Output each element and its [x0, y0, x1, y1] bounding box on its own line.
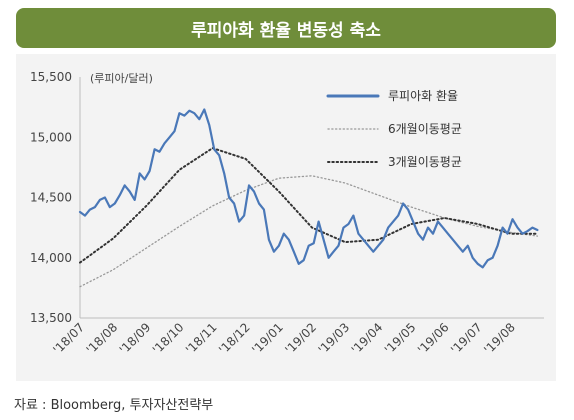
- series-line-1: [79, 175, 539, 288]
- chart-panel: 13,500 14,000 14,500 15,000 15,500 (루피아/달러) '1…: [16, 54, 556, 381]
- x-tick-label: '19/02: [282, 320, 319, 357]
- y-tick-label: 15,500: [30, 70, 72, 84]
- x-tick-label: '18/11: [183, 320, 220, 357]
- chart-title-banner: 루피아화 환율 변동성 축소: [16, 8, 556, 48]
- legend-label: 루피아화 환율: [388, 89, 458, 103]
- x-tick-label: '19/08: [481, 320, 518, 357]
- legend-label: 3개월이동평균: [388, 155, 462, 169]
- y-tick-label: 14,000: [30, 251, 72, 265]
- x-tick-label: '19/04: [349, 320, 386, 357]
- x-tick-label: '19/03: [316, 320, 353, 357]
- x-tick-label: '19/07: [448, 320, 485, 357]
- x-tick-label: '18/10: [150, 320, 187, 357]
- y-tick-label: 15,000: [30, 130, 72, 144]
- y-tick-label: 14,500: [30, 191, 72, 205]
- x-tick-label: '18/07: [50, 320, 87, 357]
- x-tick-label: '19/01: [249, 320, 286, 357]
- x-tick-label: '18/08: [84, 320, 121, 357]
- y-tick-label: 13,500: [30, 311, 72, 325]
- line-chart: 13,500 14,000 14,500 15,000 15,500 (루피아/달러) '1…: [30, 70, 544, 357]
- series-line-2: [79, 147, 539, 264]
- x-tick-label: '18/09: [117, 320, 154, 357]
- x-tick-label: '18/12: [216, 320, 253, 357]
- y-axis-label: (루피아/달러): [90, 72, 153, 85]
- x-tick-label: '19/05: [382, 320, 419, 357]
- legend-label: 6개월이동평균: [388, 122, 462, 136]
- chart-title: 루피아화 환율 변동성 축소: [191, 20, 381, 41]
- x-tick-label: '19/06: [415, 320, 452, 357]
- series-line-0: [78, 108, 539, 269]
- source-note: 자료 : Bloomberg, 투자자산전략부: [14, 398, 214, 413]
